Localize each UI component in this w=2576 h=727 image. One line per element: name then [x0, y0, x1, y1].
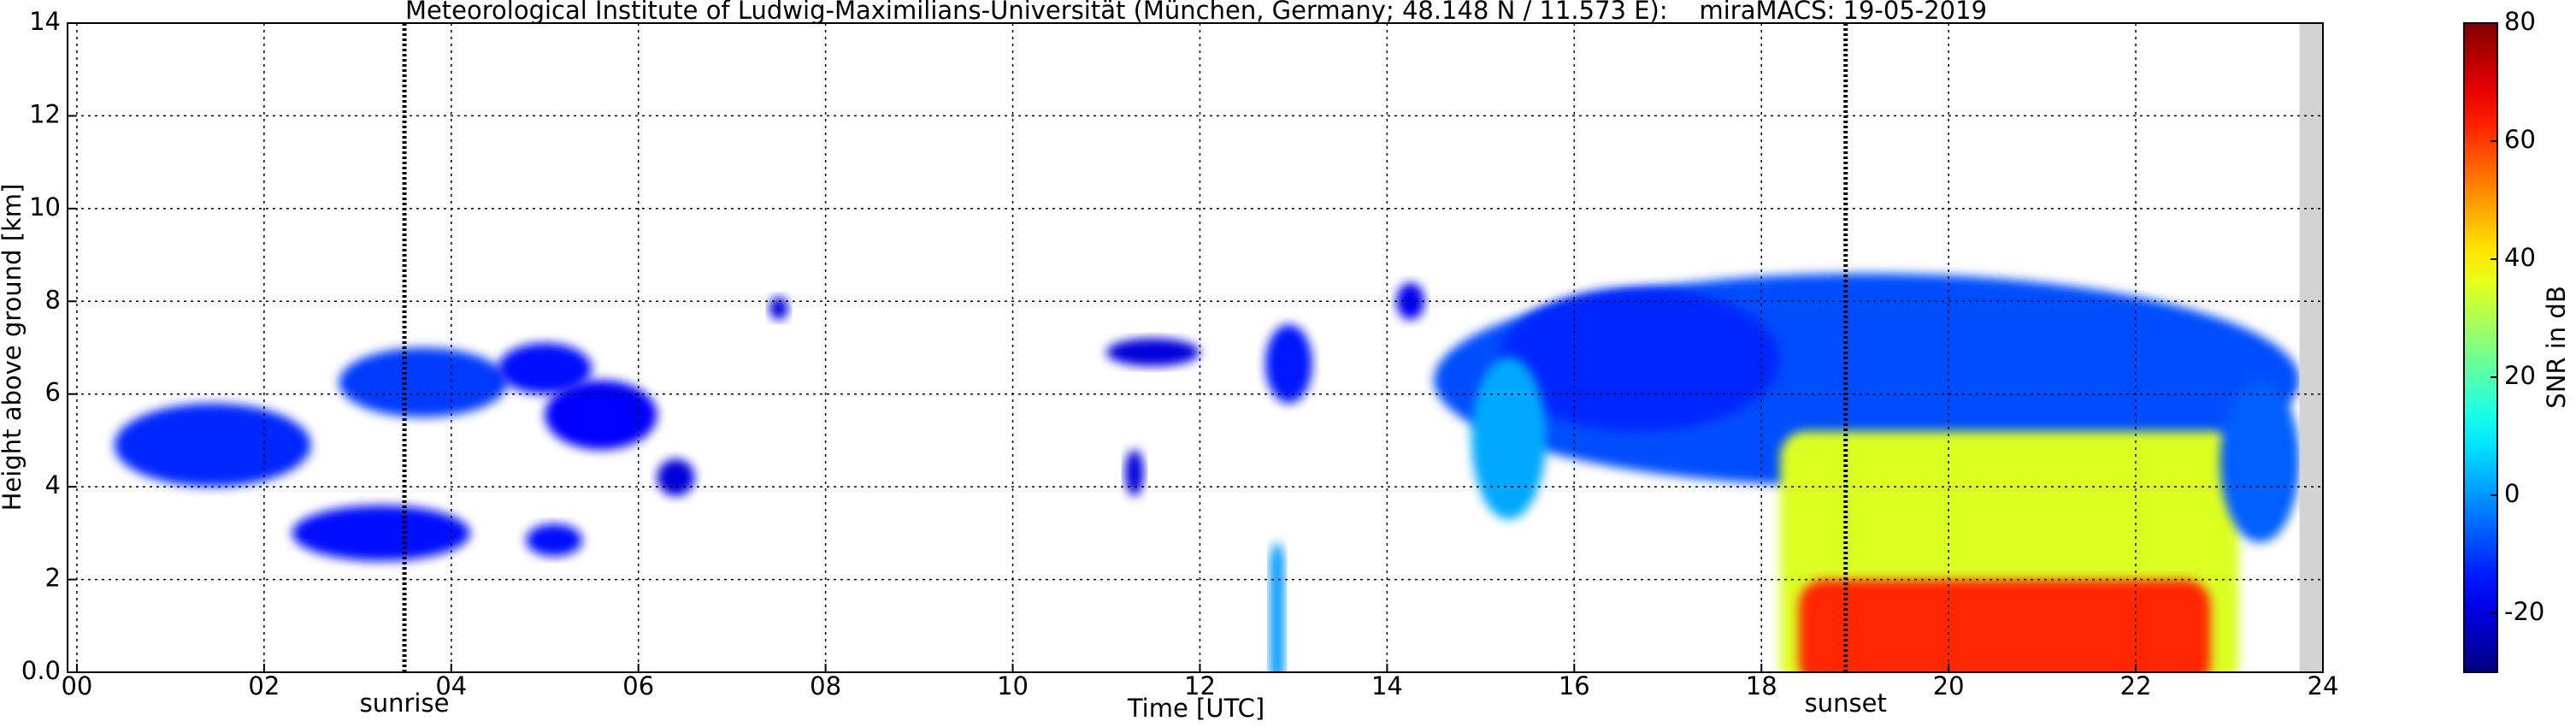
y-tick-label: 12: [29, 99, 61, 128]
echo: [545, 380, 657, 450]
echo: [2219, 380, 2300, 543]
plot-frame: [67, 22, 2324, 673]
y-tick-label: 10: [29, 192, 61, 222]
echo: [526, 523, 583, 557]
colorbar-tick-label: -20: [2504, 597, 2544, 626]
x-tick-label: 12: [1184, 671, 1216, 700]
x-tick-label: 08: [810, 671, 841, 700]
y-tick-label: 6: [45, 378, 61, 407]
echo: [1471, 357, 1547, 520]
event-label: sunrise: [360, 689, 450, 718]
echo: [1270, 542, 1284, 672]
x-tick-label: 24: [2308, 671, 2339, 700]
x-tick-label: 14: [1371, 671, 1403, 700]
no-data: [2299, 23, 2323, 672]
y-tick-label: 14: [29, 7, 61, 36]
y-tick-label: 4: [45, 470, 61, 499]
colorbar-tick-label: 60: [2504, 125, 2536, 154]
x-axis-label: Time [UTC]: [1127, 694, 1264, 723]
echo: [1124, 449, 1144, 496]
echo: [769, 296, 788, 320]
echo: [292, 505, 470, 561]
y-tick-label: 8: [45, 285, 61, 314]
x-tick-label: 18: [1746, 671, 1777, 700]
y-tick-label: 2: [45, 564, 61, 593]
y-axis-label: Height above ground [km]: [0, 184, 27, 511]
colorbar: [2463, 22, 2498, 673]
echo: [339, 347, 508, 417]
echo: [1799, 579, 2211, 672]
echo: [114, 403, 311, 488]
chart-title: Meteorological Institute of Ludwig-Maxim…: [405, 0, 1987, 25]
x-tick-label: 10: [997, 671, 1029, 700]
x-tick-label: 02: [248, 671, 280, 700]
echo: [498, 343, 592, 394]
x-tick-label: 16: [1559, 671, 1590, 700]
echo: [1265, 324, 1312, 404]
x-tick-label: 20: [1933, 671, 1965, 700]
echo: [1499, 287, 1781, 432]
colorbar-tick-label: 0: [2504, 479, 2520, 508]
colorbar-tick-label: 20: [2504, 361, 2536, 390]
x-tick-label: 06: [622, 671, 654, 700]
colorbar-tick-label: 80: [2504, 7, 2536, 36]
x-tick-label: 22: [2120, 671, 2152, 700]
echo: [1106, 338, 1200, 367]
event-label: sunset: [1805, 689, 1887, 718]
x-tick-label: 04: [435, 671, 467, 700]
echo: [657, 458, 695, 496]
y-tick-label: 0.0: [21, 656, 61, 685]
echo-layer: [114, 273, 2300, 672]
colorbar-tick-label: 40: [2504, 243, 2536, 272]
x-tick-label: 00: [61, 671, 92, 700]
colorbar-label: SNR in dB: [2542, 286, 2571, 408]
